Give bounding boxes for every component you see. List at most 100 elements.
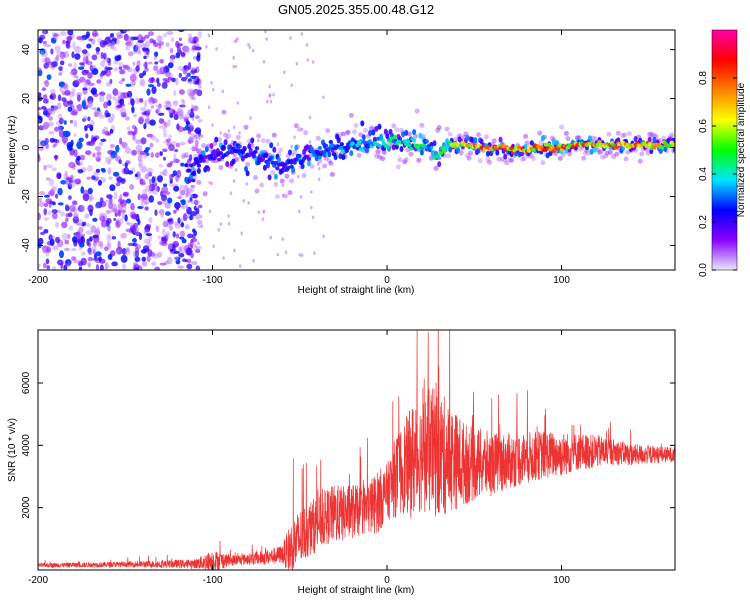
spectrogram-cell bbox=[509, 157, 514, 163]
spectrogram-cell bbox=[233, 153, 236, 158]
spectrogram-cell bbox=[51, 61, 58, 68]
spectrogram-cell bbox=[557, 155, 563, 161]
spectrogram-cell bbox=[159, 151, 163, 157]
spectrogram-cell bbox=[584, 148, 590, 154]
spectrogram-cell bbox=[301, 173, 307, 178]
spectrogram-cell bbox=[112, 88, 119, 96]
spectrogram-cell bbox=[256, 133, 262, 139]
spectrogram-cell bbox=[163, 133, 168, 138]
spectrogram-cell bbox=[151, 176, 155, 184]
spectrogram-cell bbox=[43, 202, 49, 208]
spectrogram-cell bbox=[308, 140, 312, 144]
spectrogram-cell bbox=[282, 193, 288, 199]
spectrogram-cell bbox=[240, 150, 246, 155]
spectrogram-cell bbox=[349, 150, 354, 157]
spectrogram-cell bbox=[327, 146, 332, 151]
spectrogram-cell bbox=[176, 107, 182, 115]
spectrogram-cell bbox=[135, 65, 140, 72]
spectrogram-cell bbox=[194, 200, 201, 204]
spectrogram-cell bbox=[234, 149, 239, 154]
spectrogram-cell bbox=[377, 154, 382, 160]
colorbar-tick-label: 0.2 bbox=[698, 215, 709, 229]
spectrogram-cell bbox=[107, 116, 114, 124]
spectrogram-cell bbox=[150, 105, 154, 109]
colorbar-tick-label: 0.6 bbox=[698, 119, 709, 133]
spectrogram-cell bbox=[179, 184, 185, 190]
spectrogram-cell bbox=[169, 248, 174, 253]
spectrogram-cell bbox=[44, 79, 49, 88]
spectrogram-cell bbox=[201, 150, 206, 157]
spectrogram-cell bbox=[311, 215, 315, 220]
spectrogram-cell bbox=[47, 210, 52, 215]
spectrogram-cell bbox=[180, 153, 186, 160]
spectrogram-cell bbox=[419, 122, 425, 128]
spectrogram-cell bbox=[115, 32, 123, 37]
spectrogram-cell bbox=[99, 267, 105, 270]
spectrogram-cell bbox=[94, 203, 100, 209]
spectrogram-cell bbox=[81, 251, 86, 256]
spectrogram-cell bbox=[395, 164, 401, 170]
spectrogram-cell bbox=[85, 223, 91, 228]
spectrogram-cell bbox=[134, 173, 138, 177]
spectrogram-cell bbox=[99, 40, 107, 48]
spectrogram-cell bbox=[133, 44, 139, 52]
spectrogram-cell bbox=[430, 151, 436, 156]
spectrogram-cell bbox=[205, 45, 208, 49]
spectrogram-cell bbox=[141, 256, 146, 262]
spectrogram-cell bbox=[341, 149, 346, 154]
spectrogram-cell bbox=[273, 160, 279, 165]
spectrogram-cell bbox=[191, 146, 198, 152]
spectrogram-cell bbox=[115, 249, 120, 254]
spectrogram-cell bbox=[38, 212, 41, 221]
spectrogram-cell bbox=[90, 134, 95, 143]
spectrogram-cell bbox=[187, 258, 192, 264]
colorbar-tick-label: 0.0 bbox=[698, 263, 709, 277]
spectrogram-cell bbox=[348, 112, 354, 118]
spectrogram-cell bbox=[159, 262, 167, 266]
spectrogram-cell bbox=[184, 124, 191, 131]
spectrogram-cell bbox=[87, 116, 91, 122]
spectrogram-cell bbox=[313, 251, 316, 255]
spectrogram-cell bbox=[233, 39, 237, 43]
spectrogram-cell bbox=[194, 115, 200, 119]
spectrogram-cell bbox=[598, 149, 604, 155]
spectrogram-cell bbox=[197, 241, 200, 246]
spectrogram-cell bbox=[338, 153, 343, 160]
spectrogram-cell bbox=[172, 231, 176, 238]
spectrogram-cell bbox=[115, 246, 123, 255]
spectrogram-cell bbox=[170, 37, 175, 43]
spectrogram-cell bbox=[99, 200, 107, 208]
spectrogram-cell bbox=[380, 138, 385, 143]
spectrogram-cell bbox=[99, 72, 104, 77]
spectrogram-cell bbox=[43, 208, 47, 216]
spectrogram-cell bbox=[89, 236, 93, 242]
spectrogram-cell bbox=[38, 67, 42, 72]
spectrogram-cell bbox=[125, 228, 132, 233]
spectrogram-cell bbox=[381, 150, 387, 155]
spectrogram-cell bbox=[129, 97, 133, 105]
spectrogram-cell bbox=[66, 141, 74, 149]
spectrogram-cell bbox=[180, 189, 186, 196]
spectrogram-cell bbox=[88, 100, 94, 107]
spectrogram-cell bbox=[87, 100, 93, 109]
spectrogram-cell bbox=[43, 217, 50, 221]
spectrogram-cell bbox=[252, 258, 255, 263]
spectrogram-cell bbox=[192, 79, 195, 84]
spectrogram-cell bbox=[161, 194, 168, 202]
spectrogram-cell bbox=[107, 149, 114, 155]
snr-x-ticks: -200 -100 0 100 bbox=[28, 330, 570, 586]
spectrogram-cell bbox=[212, 149, 217, 155]
spectrogram-cell bbox=[366, 144, 371, 149]
spectrogram-cell bbox=[322, 163, 328, 169]
spectrogram-cell bbox=[97, 179, 102, 186]
spectrogram-cell bbox=[38, 111, 41, 117]
spectrogram-cell bbox=[148, 217, 153, 224]
spectrogram-cell bbox=[176, 169, 182, 178]
spectrogram-cell bbox=[504, 160, 510, 166]
spectrogram-cell bbox=[79, 62, 85, 66]
spectrogram-cell bbox=[190, 107, 194, 113]
spectrogram-cell bbox=[109, 184, 116, 192]
spectrogram-cell bbox=[72, 236, 78, 243]
spectrogram-cell bbox=[77, 94, 81, 102]
